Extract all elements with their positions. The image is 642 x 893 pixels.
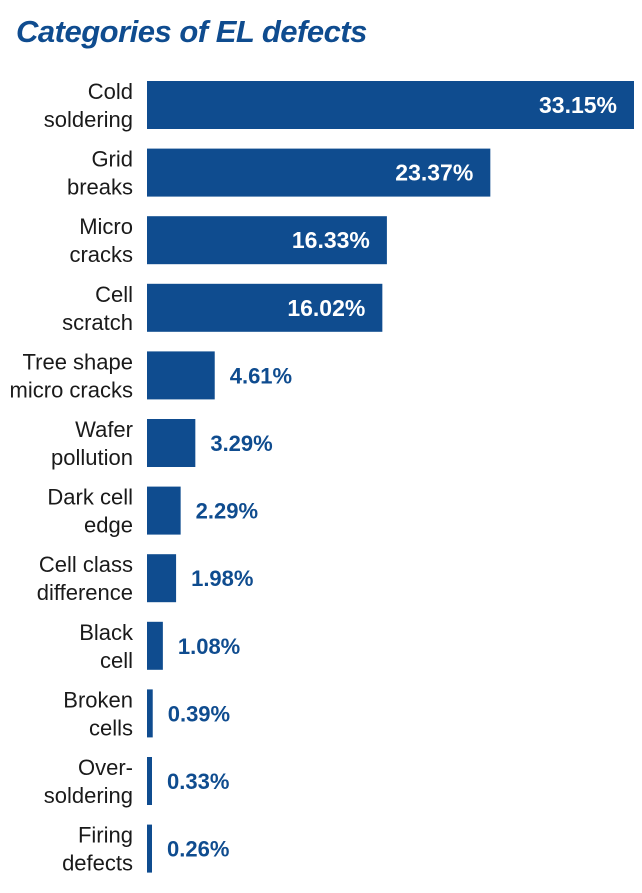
category-label-broken-cells: Broken cells	[63, 687, 133, 740]
bar-black-cell	[147, 621, 163, 670]
chart-title: Categories of EL defects	[16, 14, 367, 49]
bar-micro-cracks	[147, 216, 387, 265]
value-label-firing-defects: 0.26%	[167, 837, 229, 862]
value-label-wafer-pollution: 3.29%	[210, 431, 272, 456]
bar-over-soldering	[147, 757, 152, 805]
category-label-micro-cracks: Micro cracks	[69, 214, 133, 267]
category-label-over-soldering: Over-soldering	[44, 755, 133, 808]
value-label-micro-cracks: 16.33%	[292, 227, 370, 253]
bar-grid-breaks	[147, 148, 491, 197]
value-label-black-cell: 1.08%	[178, 634, 240, 659]
category-label-cell-class-difference: Cell class difference	[37, 552, 133, 605]
bar-broken-cells	[147, 689, 153, 738]
bar-firing-defects	[147, 824, 152, 873]
value-label-cell-class-difference: 1.98%	[191, 566, 253, 591]
value-label-tree-shape-micro-cracks: 4.61%	[230, 363, 292, 388]
value-label-over-soldering: 0.33%	[167, 769, 229, 794]
category-label-wafer-pollution: Wafer pollution	[51, 417, 133, 470]
bar-cell-class-difference	[147, 554, 177, 603]
category-label-cold-soldering: Cold soldering	[44, 79, 133, 132]
category-label-dark-cell-edge: Dark cell edge	[47, 485, 133, 538]
value-label-cell-scratch: 16.02%	[287, 295, 365, 321]
value-label-grid-breaks: 23.37%	[395, 160, 473, 186]
bar-wafer-pollution	[147, 419, 196, 467]
value-label-dark-cell-edge: 2.29%	[196, 499, 258, 524]
value-label-broken-cells: 0.39%	[168, 701, 230, 726]
category-label-cell-scratch: Cell scratch	[62, 282, 133, 335]
category-label-grid-breaks: Grid breaks	[67, 147, 133, 200]
category-label-tree-shape-micro-cracks: Tree shape micro cracks	[10, 349, 133, 402]
bar-tree-shape-micro-cracks	[147, 351, 215, 400]
category-label-firing-defects: Firing defects	[62, 823, 133, 876]
bar-cold-soldering	[147, 81, 634, 129]
bar-cell-scratch	[147, 283, 383, 332]
category-label-black-cell: Black cell	[79, 620, 134, 673]
bar-dark-cell-edge	[147, 486, 181, 535]
value-label-cold-soldering: 33.15%	[539, 92, 617, 118]
